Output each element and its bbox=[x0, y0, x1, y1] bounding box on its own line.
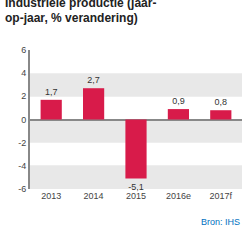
svg-text:4: 4 bbox=[21, 68, 26, 78]
svg-text:2016e: 2016e bbox=[166, 191, 191, 201]
svg-text:0,9: 0,9 bbox=[172, 96, 185, 106]
svg-text:2013: 2013 bbox=[41, 191, 61, 201]
svg-text:6: 6 bbox=[21, 45, 26, 55]
svg-text:-2: -2 bbox=[18, 138, 26, 148]
svg-text:2015: 2015 bbox=[126, 191, 146, 201]
svg-text:1,7: 1,7 bbox=[45, 87, 58, 97]
svg-text:2017f: 2017f bbox=[210, 191, 233, 201]
svg-text:Bron: IHS: Bron: IHS bbox=[201, 217, 240, 227]
svg-text:0: 0 bbox=[21, 115, 26, 125]
svg-text:2: 2 bbox=[21, 91, 26, 101]
svg-text:-6: -6 bbox=[18, 184, 26, 194]
svg-text:-4: -4 bbox=[18, 161, 26, 171]
svg-text:2014: 2014 bbox=[84, 191, 104, 201]
svg-text:-5,1: -5,1 bbox=[128, 182, 144, 192]
svg-text:Industriële productie (jaar-op: Industriële productie (jaar-op-jaar, % v… bbox=[5, 0, 156, 25]
svg-text:0,8: 0,8 bbox=[215, 97, 228, 107]
svg-text:2,7: 2,7 bbox=[87, 75, 100, 85]
